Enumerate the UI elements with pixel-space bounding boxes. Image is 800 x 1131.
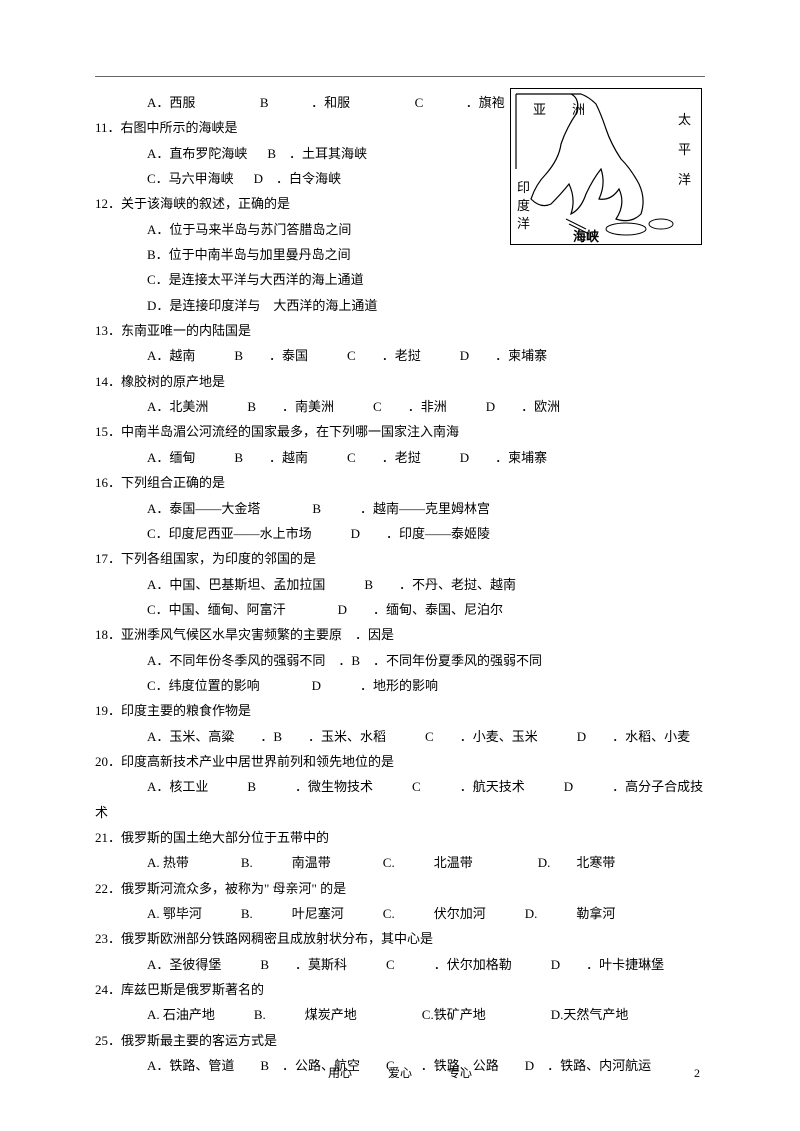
footer-motto: 用心 爱心 专心: [0, 1064, 800, 1081]
opt-C-lab: C: [415, 95, 424, 110]
opt-B: ．和服: [311, 95, 350, 110]
q15-opts: A．缅甸 B ．越南 C ．老挝 D ．柬埔寨: [95, 445, 705, 470]
q18-stem: 18．亚洲季风气候区水旱灾害频繁的主要原 ．因是: [95, 622, 705, 647]
q12-B: B．位于中南半岛与加里曼丹岛之间: [95, 242, 705, 267]
opt-C: ．旗袍: [466, 95, 505, 110]
q11-D: D ．白令海峡: [254, 171, 341, 186]
map-strait: 海峡: [573, 226, 599, 245]
q11-A: A．直布罗陀海峡: [147, 146, 247, 161]
q23-opts: A．圣彼得堡 B ．莫斯科 C ．伏尔加格勒 D ．叶卡捷琳堡: [95, 952, 705, 977]
page-number: 2: [694, 1066, 700, 1081]
q15-stem: 15．中南半岛湄公河流经的国家最多，在下列哪一国家注入南海: [95, 419, 705, 444]
q18-C: C．纬度位置的影响 D ．地形的影响: [95, 673, 705, 698]
q20-tail: 术: [95, 800, 705, 825]
map-pacific-2: 平: [678, 139, 691, 158]
q21-stem: 21．俄罗斯的国土绝大部分位于五带中的: [95, 825, 705, 850]
q14-stem: 14．橡胶树的原产地是: [95, 369, 705, 394]
q14-opts: A．北美洲 B ．南美洲 C ．非洲 D ．欧洲: [95, 394, 705, 419]
q24-opts: A. 石油产地 B. 煤炭产地 C.铁矿产地 D.天然气产地: [95, 1002, 705, 1027]
q21-opts: A. 热带 B. 南温带 C. 北温带 D. 北寒带: [95, 850, 705, 875]
q23-stem: 23．俄罗斯欧洲部分铁路网稠密且成放射状分布，其中心是: [95, 926, 705, 951]
q12-C: C．是连接太平洋与大西洋的海上通道: [95, 267, 705, 292]
q11-B: B ．土耳其海峡: [267, 146, 367, 161]
q11-C: C．马六甲海峡: [147, 171, 234, 186]
q22-opts: A. 鄂毕河 B. 叶尼塞河 C. 伏尔加河 D. 勒拿河: [95, 901, 705, 926]
q20-opts: A．核工业 B ．微生物技术 C ．航天技术 D ．高分子合成技: [95, 774, 705, 799]
map-indian-2: 度: [517, 195, 530, 214]
map-indian-1: 印: [517, 177, 530, 196]
q19-opts: A．玉米、高粱 ．B ．玉米、水稻 C ．小麦、玉米 D ．水稻、小麦: [95, 724, 705, 749]
q16-C: C．印度尼西亚——水上市场 D ．印度——泰姬陵: [95, 521, 705, 546]
q13-stem: 13．东南亚唯一的内陆国是: [95, 318, 705, 343]
q17-C: C．中国、缅甸、阿富汗 D ．缅甸、泰国、尼泊尔: [95, 597, 705, 622]
q16-A: A．泰国——大金塔 B ．越南——克里姆林宫: [95, 496, 705, 521]
map-figure: 亚 洲 太 平 洋 印 度 洋 海峡: [510, 88, 702, 245]
q17-stem: 17．下列各组国家，为印度的邻国的是: [95, 546, 705, 571]
q25-stem: 25．俄罗斯最主要的客运方式是: [95, 1028, 705, 1053]
map-indian-3: 洋: [517, 213, 530, 232]
q24-stem: 24．库兹巴斯是俄罗斯著名的: [95, 977, 705, 1002]
q22-stem: 22．俄罗斯河流众多，被称为" 母亲河" 的是: [95, 876, 705, 901]
q17-A: A．中国、巴基斯坦、孟加拉国 B ．不丹、老挝、越南: [95, 572, 705, 597]
q20-stem: 20．印度高新技术产业中居世界前列和领先地位的是: [95, 749, 705, 774]
q19-stem: 19．印度主要的粮食作物是: [95, 698, 705, 723]
q13-opts: A．越南 B ．泰国 C ．老挝 D ．柬埔寨: [95, 343, 705, 368]
map-pacific-3: 洋: [678, 169, 691, 188]
q18-A: A．不同年份冬季风的强弱不同 ．B ．不同年份夏季风的强弱不同: [95, 648, 705, 673]
map-asia: 亚 洲: [533, 99, 585, 118]
opt-B-lab: B: [260, 95, 269, 110]
q12-D: D．是连接印度洋与 大西洋的海上通道: [95, 293, 705, 318]
q16-stem: 16．下列组合正确的是: [95, 470, 705, 495]
map-pacific-1: 太: [678, 109, 691, 128]
opt-A: A．西服: [147, 95, 195, 110]
